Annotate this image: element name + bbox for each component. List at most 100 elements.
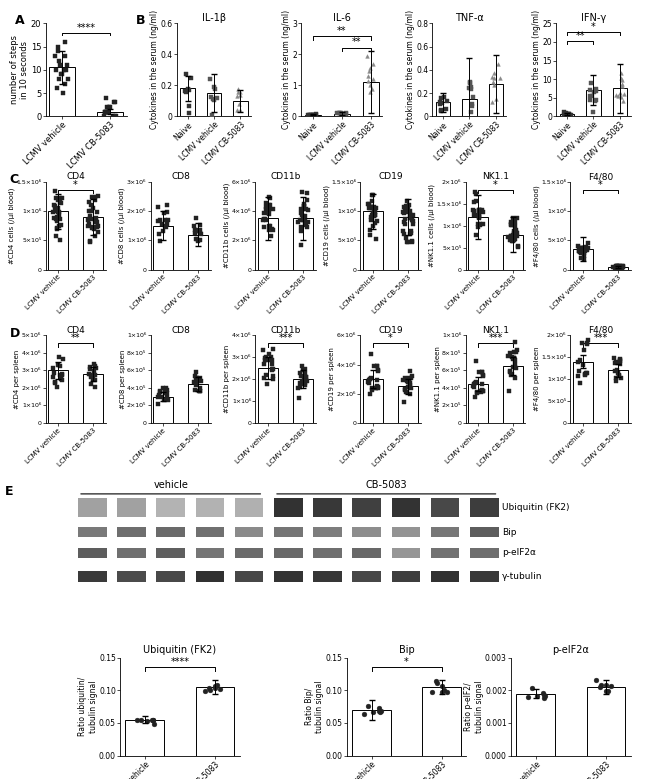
Point [375,704,385,717]
Point [512,344,522,356]
Point [601,686,611,698]
Bar [586,90,601,116]
Point [592,673,602,686]
Point [100,105,110,118]
Point [578,241,588,254]
Point [191,372,202,384]
Point [153,201,164,213]
Point [308,108,318,121]
Point [467,379,478,392]
Point [503,350,514,362]
Bar [470,498,499,516]
Bar [608,266,628,270]
Point [509,224,519,237]
Point [614,368,625,381]
Point [90,230,101,242]
Point [365,388,375,400]
Point [162,394,173,407]
Point [576,241,586,254]
Point [158,225,168,238]
Point [476,386,486,398]
Point [508,212,518,224]
Point [261,214,271,227]
Bar [235,548,263,558]
Point [508,352,518,365]
Point [398,206,408,219]
Point [526,682,537,695]
Point [86,378,96,390]
Point [477,369,488,382]
Point [55,233,65,245]
Point [92,215,102,227]
Point [478,385,488,397]
Point [512,226,522,238]
Point [441,686,452,698]
Point [512,212,523,224]
Bar [207,93,221,116]
Point [302,194,313,206]
Point [400,384,410,397]
Text: *: * [598,180,603,189]
Point [263,203,274,216]
Point [294,391,304,404]
Point [160,213,170,226]
Point [511,346,521,358]
Point [474,203,485,216]
Point [363,69,374,82]
Point [512,229,522,241]
Point [574,365,584,377]
Point [489,67,499,79]
Bar [391,527,420,538]
Point [92,220,102,233]
Point [311,109,321,122]
Bar [431,548,460,558]
Point [427,686,437,698]
Point [136,714,146,727]
Point [235,89,246,101]
Point [610,365,620,377]
Point [363,203,374,215]
Point [586,77,596,90]
Point [298,364,308,376]
Point [300,214,310,227]
Point [87,191,98,203]
Point [503,231,514,243]
Bar [235,527,263,538]
Point [400,213,410,225]
Point [615,261,625,273]
Point [268,344,278,356]
Point [540,690,550,703]
Point [365,202,375,214]
Point [561,107,571,119]
Point [615,358,625,370]
Point [294,377,305,390]
Point [86,205,96,217]
Point [85,363,96,375]
Point [592,94,602,107]
Y-axis label: #CD11b per spleen: #CD11b per spleen [224,345,231,414]
Point [403,199,413,211]
Point [162,391,172,404]
Point [618,95,629,108]
Point [335,107,346,119]
Point [471,376,481,389]
Point [194,227,205,239]
Point [103,105,113,118]
Point [369,360,379,372]
Point [303,204,313,217]
Point [403,202,413,214]
Point [595,680,605,693]
Point [111,110,121,122]
Point [366,372,376,384]
Point [563,108,573,121]
Point [566,108,576,121]
Point [504,365,515,377]
Point [153,389,164,401]
Title: CD19: CD19 [378,172,403,182]
Point [616,67,627,79]
Point [367,382,378,394]
Point [336,108,346,121]
Point [191,224,202,236]
Point [99,105,110,118]
Point [303,216,313,228]
